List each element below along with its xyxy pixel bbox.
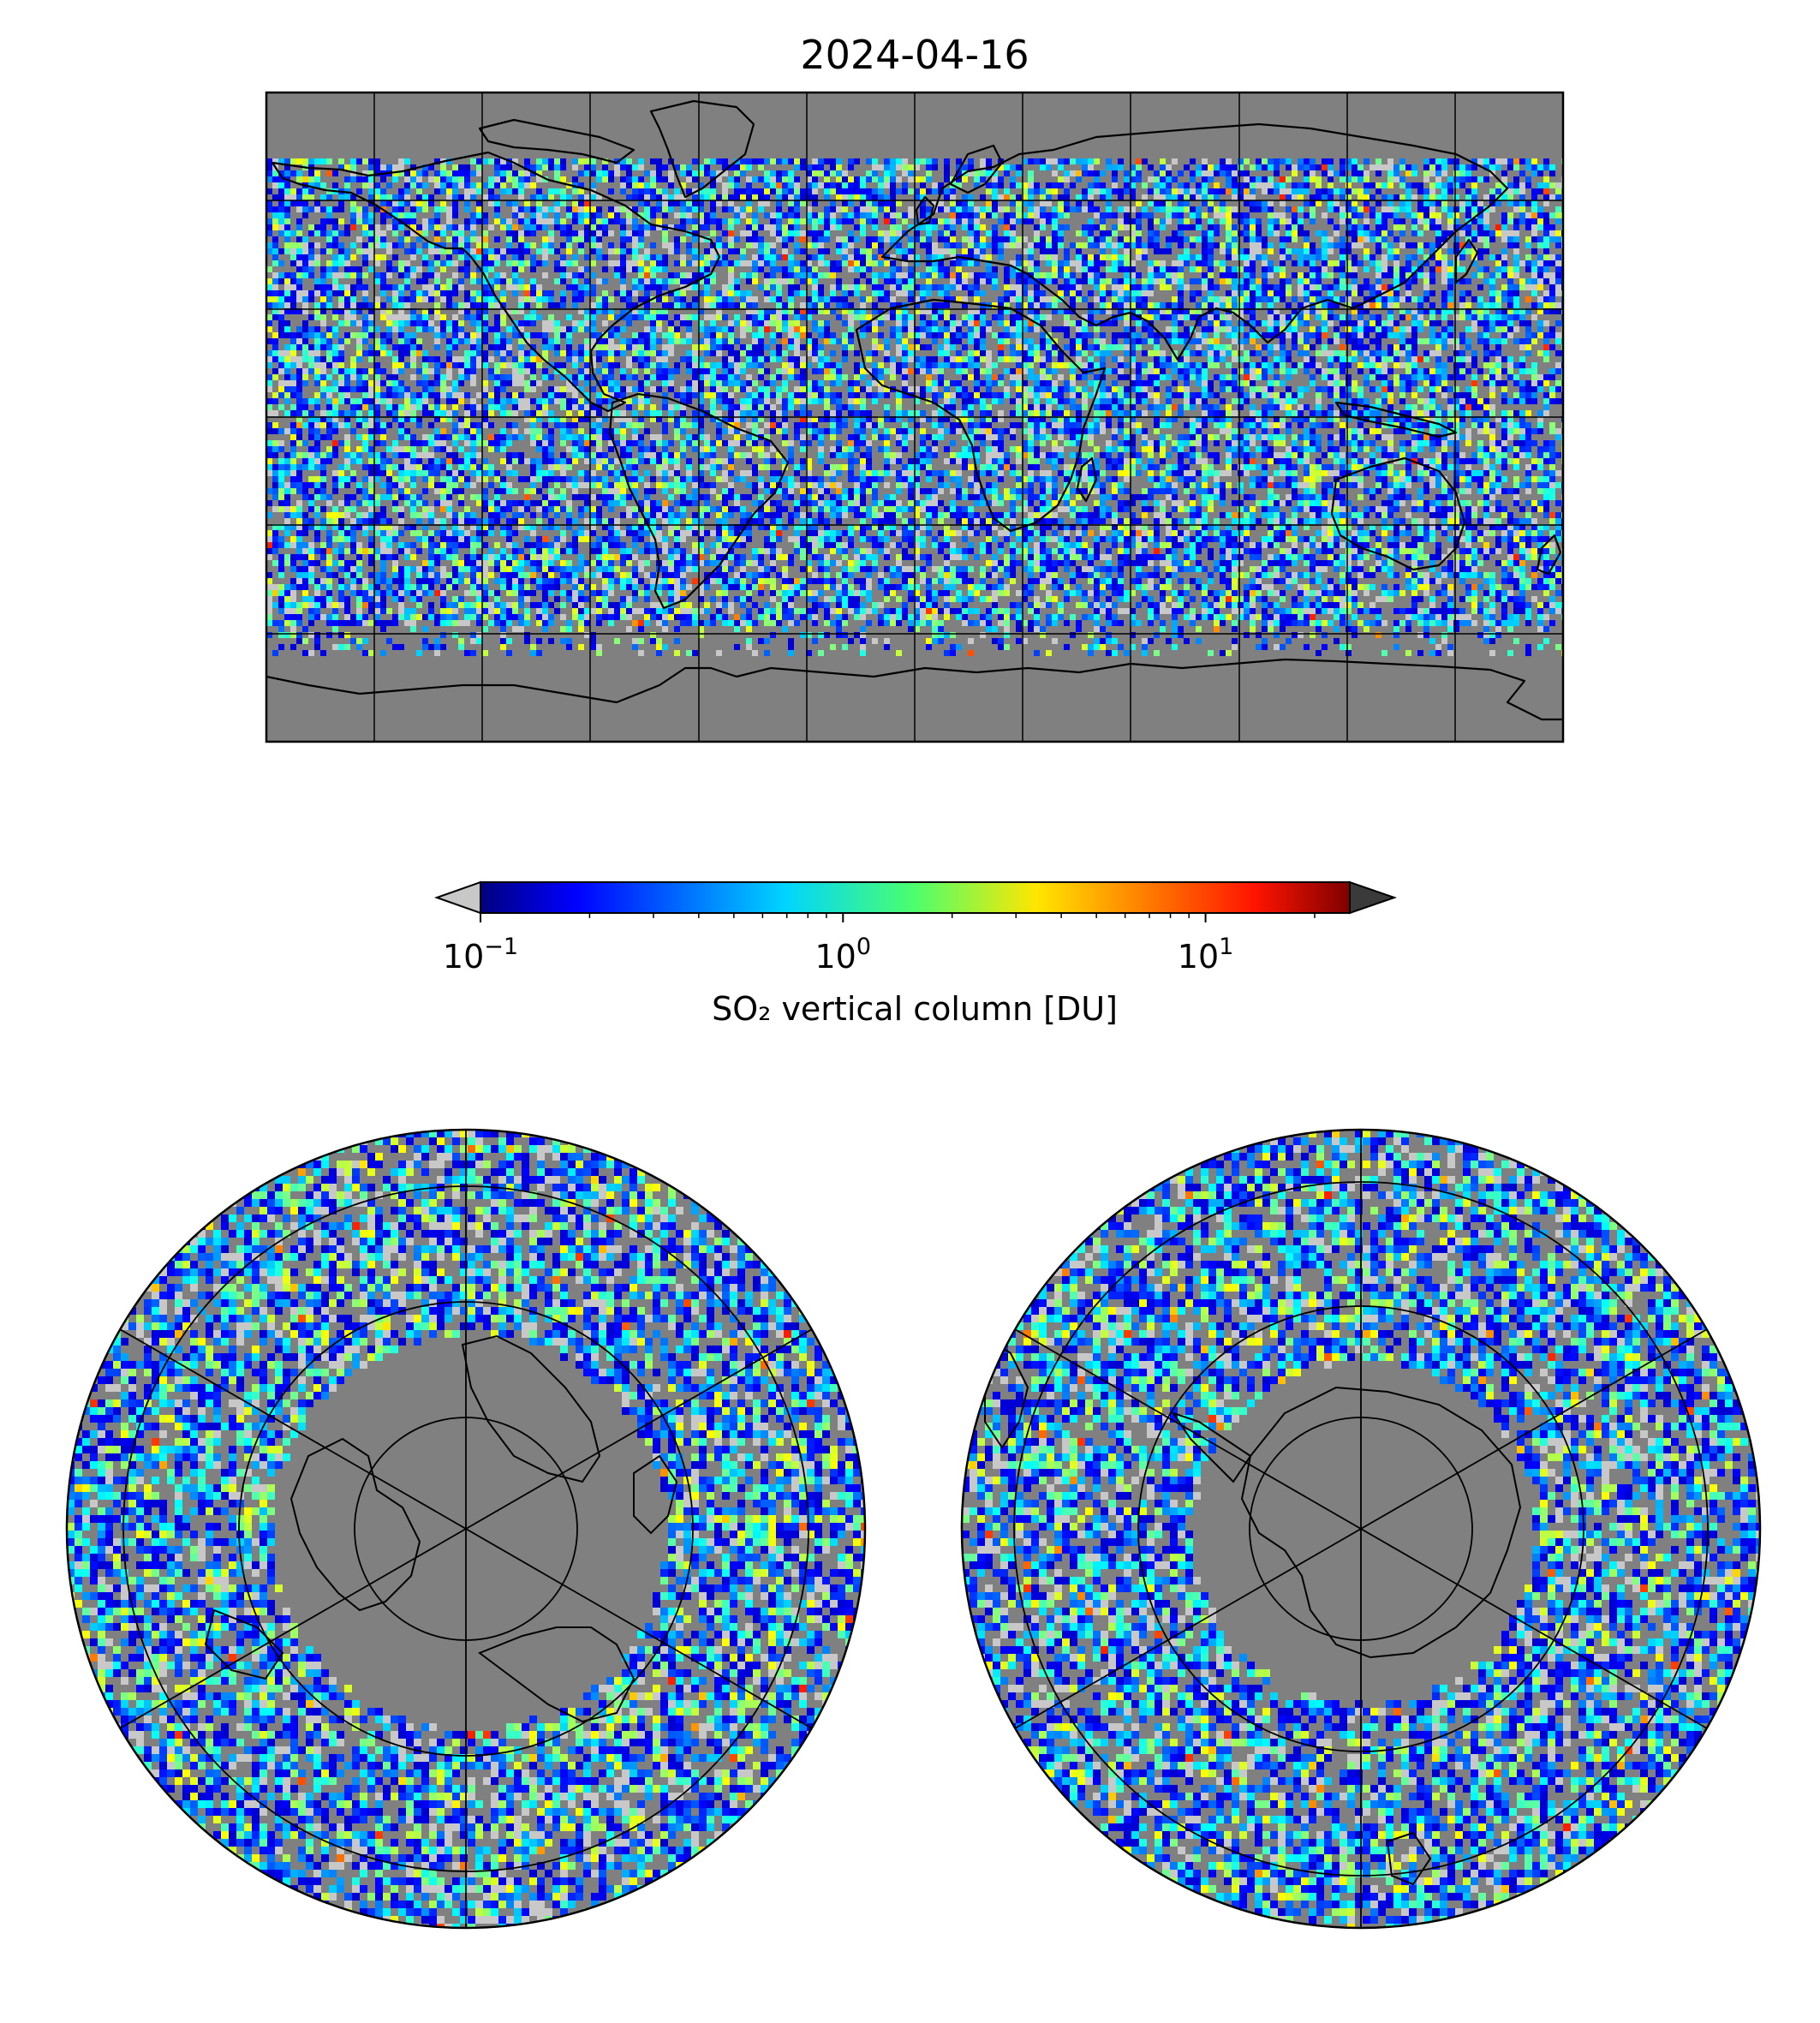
north-map-frame <box>65 1128 867 1930</box>
coastline-antarctica-south <box>1240 1386 1522 1659</box>
south-map-frame <box>960 1128 1762 1930</box>
north-polar-map <box>65 1128 867 1930</box>
global-gridlines <box>266 92 1563 742</box>
coastline-scandinavia <box>949 144 1004 194</box>
colorbar-tick-label: 10−1 <box>443 934 518 976</box>
colorbar: 10−1 100 101 SO₂ vertical column [DU] <box>433 880 1398 1028</box>
coastline-antarctica <box>266 658 1563 721</box>
global-map <box>265 91 1565 743</box>
coastline-eurasia <box>880 122 1509 361</box>
coastline-new-zealand <box>1536 534 1562 576</box>
coastline-south-america <box>608 392 790 610</box>
colorbar-extend-under <box>433 880 481 915</box>
north-coastlines <box>204 1334 678 1723</box>
colorbar-extend-over <box>1349 880 1398 915</box>
coastline-australia <box>1330 457 1466 571</box>
coastline-indonesia <box>1334 401 1458 439</box>
figure-title: 2024-04-16 <box>800 32 1029 78</box>
coastline-greenland <box>649 99 755 199</box>
colorbar-ticks: 10−1 100 101 <box>443 913 1316 976</box>
coastline-south-new-zealand <box>1386 1831 1432 1886</box>
colorbar-gradient <box>480 882 1350 913</box>
coastline-north-alaska <box>204 1608 284 1680</box>
global-coastlines <box>266 99 1563 721</box>
coastline-north-siberia <box>477 1626 636 1723</box>
coastline-madagascar <box>1076 457 1098 503</box>
coastline-north-scandinavia <box>633 1454 678 1535</box>
coastline-japan <box>1454 238 1479 284</box>
global-so2-field <box>266 158 1563 656</box>
south-polar-map <box>960 1128 1762 1930</box>
coastline-north-america <box>271 151 721 413</box>
coastline-south-america-tip <box>984 1334 1029 1449</box>
coastline-north-canada <box>289 1437 421 1612</box>
colorbar-outline <box>480 881 1351 914</box>
coastline-arctic-islands <box>478 118 636 164</box>
south-gridlines <box>1013 1130 1709 1928</box>
coastline-africa <box>855 298 1107 533</box>
colorbar-tick-label: 101 <box>1178 934 1234 976</box>
colorbar-label: SO₂ vertical column [DU] <box>712 990 1118 1028</box>
north-gridlines <box>119 1130 813 1928</box>
coastline-britain <box>915 195 935 226</box>
coastline-north-greenland <box>461 1334 601 1483</box>
colorbar-tick-label: 100 <box>815 934 872 976</box>
global-map-frame <box>265 91 1565 743</box>
